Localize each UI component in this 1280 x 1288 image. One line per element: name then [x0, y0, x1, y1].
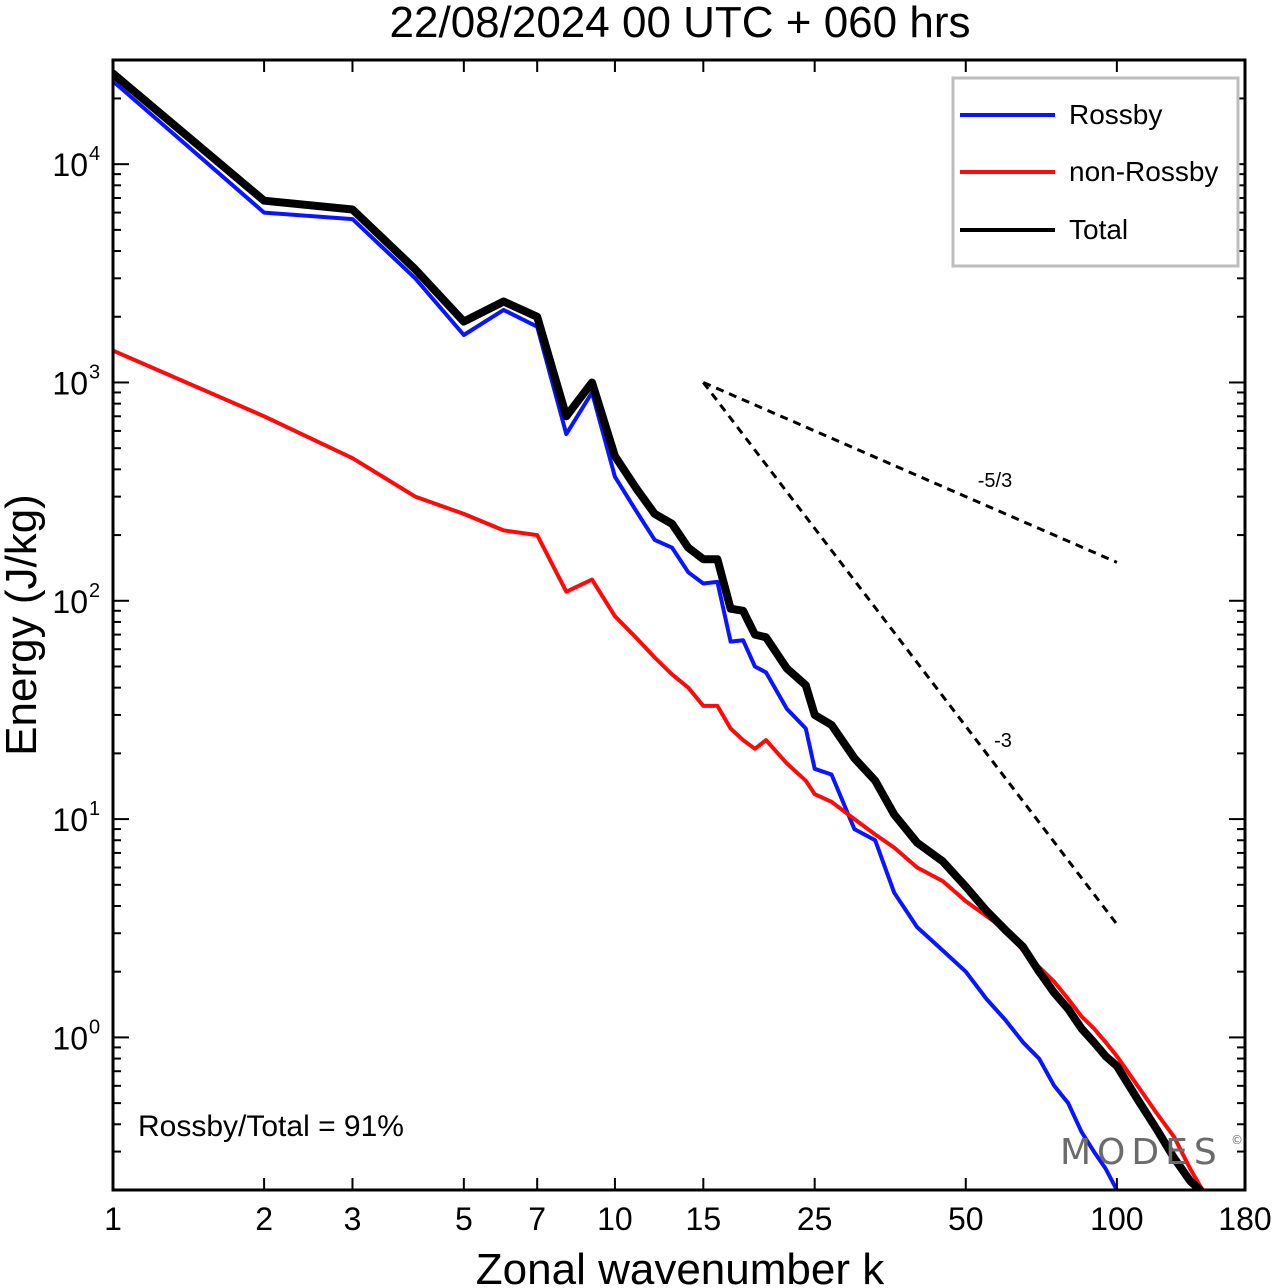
reference-slope-line [702, 381, 1118, 564]
svg-text:10: 10 [52, 1020, 88, 1056]
x-tick-labels: 1 2 3 5 7 10 15 25 50 100 180 [104, 1201, 1272, 1237]
reference-slope-line [702, 381, 1119, 926]
y-tick-label: 10 2 [52, 580, 100, 620]
y-tick-label: 10 0 [52, 1016, 100, 1056]
series-line-total [113, 69, 1206, 1190]
x-tick-label: 15 [686, 1201, 722, 1237]
x-tick-label: 5 [455, 1201, 473, 1237]
x-tick-label: 1 [104, 1201, 122, 1237]
x-tick-label: 180 [1218, 1201, 1271, 1237]
reference-slope-label: -5/3 [978, 470, 1012, 492]
rossby-ratio-annotation: Rossby/Total = 91% [138, 1110, 404, 1143]
x-tick-label: 3 [344, 1201, 362, 1237]
legend-box [951, 76, 1240, 268]
svg-text:0: 0 [89, 1016, 100, 1038]
y-tick-label: 10 1 [52, 798, 100, 838]
svg-text:10: 10 [52, 802, 88, 838]
svg-text:3: 3 [89, 361, 100, 383]
x-tick-label: 50 [948, 1201, 984, 1237]
axis-ticks [112, 59, 1246, 1191]
svg-text:10: 10 [52, 147, 88, 183]
svg-text:1: 1 [89, 798, 100, 820]
chart-title: 22/08/2024 00 UTC + 060 hrs [390, 0, 971, 47]
legend-label-total: Total [1069, 214, 1128, 245]
reference-slopes: -5/3 -3 [702, 381, 1119, 926]
series-line-non-rossby [113, 348, 1205, 1190]
x-tick-label: 7 [528, 1201, 546, 1237]
y-tick-label: 10 3 [52, 361, 100, 401]
x-tick-label: 25 [797, 1201, 833, 1237]
legend: Rossby non-Rossby Total [951, 76, 1240, 268]
reference-slope-label: -3 [994, 730, 1012, 752]
y-axis-label: Energy (J/kg) [0, 494, 46, 756]
x-tick-label: 10 [597, 1201, 633, 1237]
x-tick-label: 100 [1090, 1201, 1143, 1237]
svg-text:10: 10 [52, 584, 88, 620]
series-layer [113, 69, 1206, 1190]
svg-text:4: 4 [89, 143, 100, 165]
x-axis-label: Zonal wavenumber k [476, 1245, 885, 1288]
legend-label-rossby: Rossby [1069, 99, 1162, 130]
copyright-mark: © [1231, 1133, 1243, 1147]
svg-text:2: 2 [89, 580, 100, 602]
x-tick-label: 2 [255, 1201, 273, 1237]
plot-frame [111, 58, 1247, 1192]
y-tick-label: 10 4 [52, 143, 100, 183]
modes-watermark: MODES [1060, 1132, 1223, 1173]
legend-label-non-rossby: non-Rossby [1069, 156, 1218, 187]
svg-text:10: 10 [52, 365, 88, 401]
